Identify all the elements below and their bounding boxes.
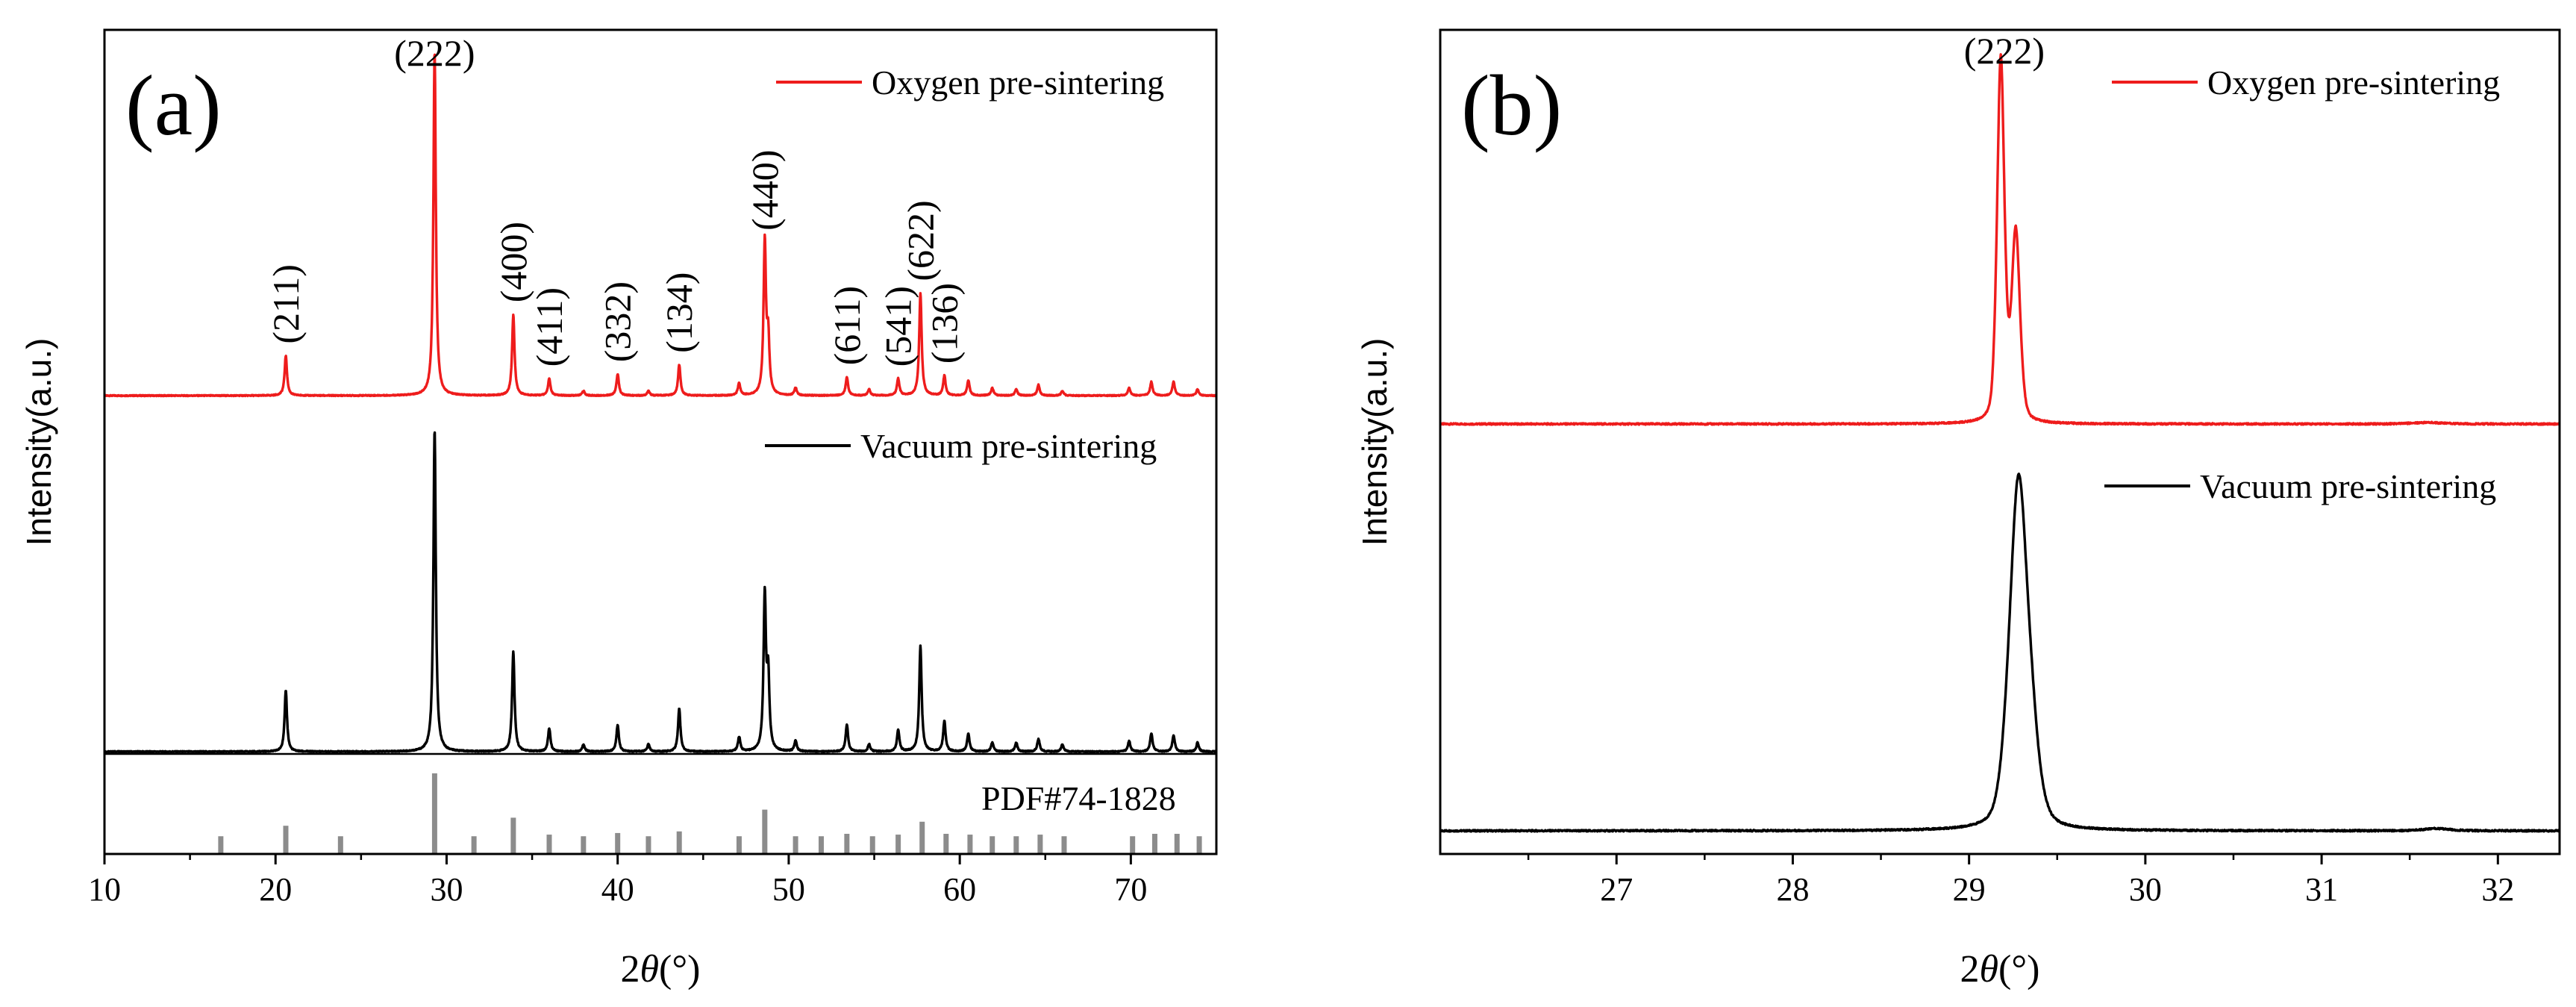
a-x-axis-label: 2θ(°)	[621, 948, 701, 991]
a-reference-stick	[1174, 834, 1180, 854]
a-peak-label: (211)	[265, 264, 307, 343]
a-peak-label: (541)	[878, 286, 919, 367]
a-reference-stick	[869, 836, 875, 854]
a-oxygen-pattern-line	[103, 53, 1218, 398]
a-x-tick-label: 20	[259, 871, 292, 908]
a-reference-stick	[431, 773, 437, 854]
a-peak-label: (440)	[744, 150, 786, 231]
a-peak-label: (611)	[826, 286, 868, 365]
a-reference-stick	[793, 836, 798, 854]
a-y-axis-label: Intensity(a.u.)	[19, 338, 58, 546]
a-peak-label: (136)	[924, 283, 966, 364]
a-peak-label: (622)	[899, 200, 941, 281]
a-reference-stick	[967, 835, 973, 854]
a-reference-stick	[676, 831, 682, 854]
b-legend-vacuum: Vacuum pre-sintering	[2104, 467, 2496, 505]
a-peak-label: (332)	[597, 281, 639, 362]
a-reference-stick	[471, 836, 477, 854]
b-panel-label: (b)	[1461, 58, 1562, 154]
a-legend-oxygen: Oxygen pre-sintering	[776, 63, 1164, 102]
a-reference-stick	[1130, 836, 1136, 854]
a-x-tick-label: 60	[943, 871, 976, 908]
a-legend-oxygen-label: Oxygen pre-sintering	[872, 63, 1164, 102]
b-x-tick-label: 30	[2129, 871, 2162, 908]
a-reference-sticks	[218, 773, 1202, 854]
a-legend-vacuum-label: Vacuum pre-sintering	[860, 427, 1157, 465]
b-x-tick-label: 32	[2481, 871, 2514, 908]
a-reference-stick	[1196, 836, 1202, 854]
a-reference-stick	[895, 835, 901, 854]
a-peak-labels: (211) (222) (400)(411) (332) (134) (440) (611)…	[265, 32, 966, 367]
a-x-tick-label: 70	[1114, 871, 1147, 908]
a-reference-label: PDF#74-1828	[981, 779, 1176, 817]
a-axes-frame	[103, 28, 1218, 855]
a-peak-label: (400)	[493, 222, 534, 302]
b-x-tick-label: 29	[1953, 871, 1986, 908]
a-x-tick-label: 50	[772, 871, 805, 908]
b-x-tick-label: 27	[1600, 871, 1633, 908]
b-x-axis: 27 28 29 30 31 32	[1527, 854, 2514, 908]
a-reference-stick	[818, 836, 824, 854]
b-x-tick-label: 28	[1776, 871, 1809, 908]
b-oxygen-pattern-line	[1439, 53, 2561, 426]
a-reference-stick	[581, 836, 587, 854]
a-reference-stick	[645, 836, 651, 854]
a-reference-stick	[337, 836, 343, 854]
a-x-tick-label: 40	[601, 871, 634, 908]
a-peak-label: (411)	[528, 287, 570, 367]
b-y-axis-label: Intensity(a.u.)	[1355, 338, 1394, 546]
a-peak-label: (134)	[658, 272, 700, 353]
panel-b-xrd-222-zoom: 27 28 29 30 31 32 (b) (222) Oxygen pre-sinter…	[1355, 28, 2561, 991]
a-reference-stick	[990, 836, 995, 854]
b-axes-frame	[1439, 28, 2561, 855]
a-reference-stick	[615, 832, 621, 854]
a-reference-stick	[510, 817, 516, 854]
a-reference-stick	[844, 834, 850, 854]
panel-a-xrd-full-range: 10 20 30 40 50 60 70 (211) (222) (400)(411) (332)…	[19, 28, 1218, 991]
a-reference-stick	[546, 835, 552, 854]
a-reference-stick	[736, 836, 742, 854]
a-x-tick-label: 30	[430, 871, 463, 908]
a-vacuum-pattern-line	[103, 431, 1218, 754]
b-legend-oxygen: Oxygen pre-sintering	[2112, 63, 2500, 102]
b-vacuum-pattern-line	[1439, 473, 2561, 833]
b-peak-label-222: (222)	[1964, 30, 2045, 72]
a-x-axis: 10 20 30 40 50 60 70	[88, 854, 1147, 908]
a-reference-stick	[762, 809, 768, 854]
a-reference-stick	[218, 836, 224, 854]
a-reference-stick	[943, 834, 949, 854]
b-x-tick-label: 31	[2305, 871, 2338, 908]
a-reference-stick	[283, 826, 289, 854]
a-reference-stick	[1037, 835, 1043, 854]
a-reference-stick	[919, 821, 925, 854]
a-legend-vacuum: Vacuum pre-sintering	[765, 427, 1157, 465]
a-reference-stick	[1151, 834, 1157, 854]
b-legend-vacuum-label: Vacuum pre-sintering	[2200, 467, 2496, 505]
b-x-axis-label: 2θ(°)	[1960, 948, 2040, 991]
a-panel-label: (a)	[125, 58, 222, 154]
a-x-tick-label: 10	[88, 871, 121, 908]
b-legend-oxygen-label: Oxygen pre-sintering	[2207, 63, 2500, 102]
a-peak-label: (222)	[394, 32, 475, 74]
a-reference-stick	[1013, 836, 1019, 854]
a-reference-stick	[1061, 836, 1067, 854]
